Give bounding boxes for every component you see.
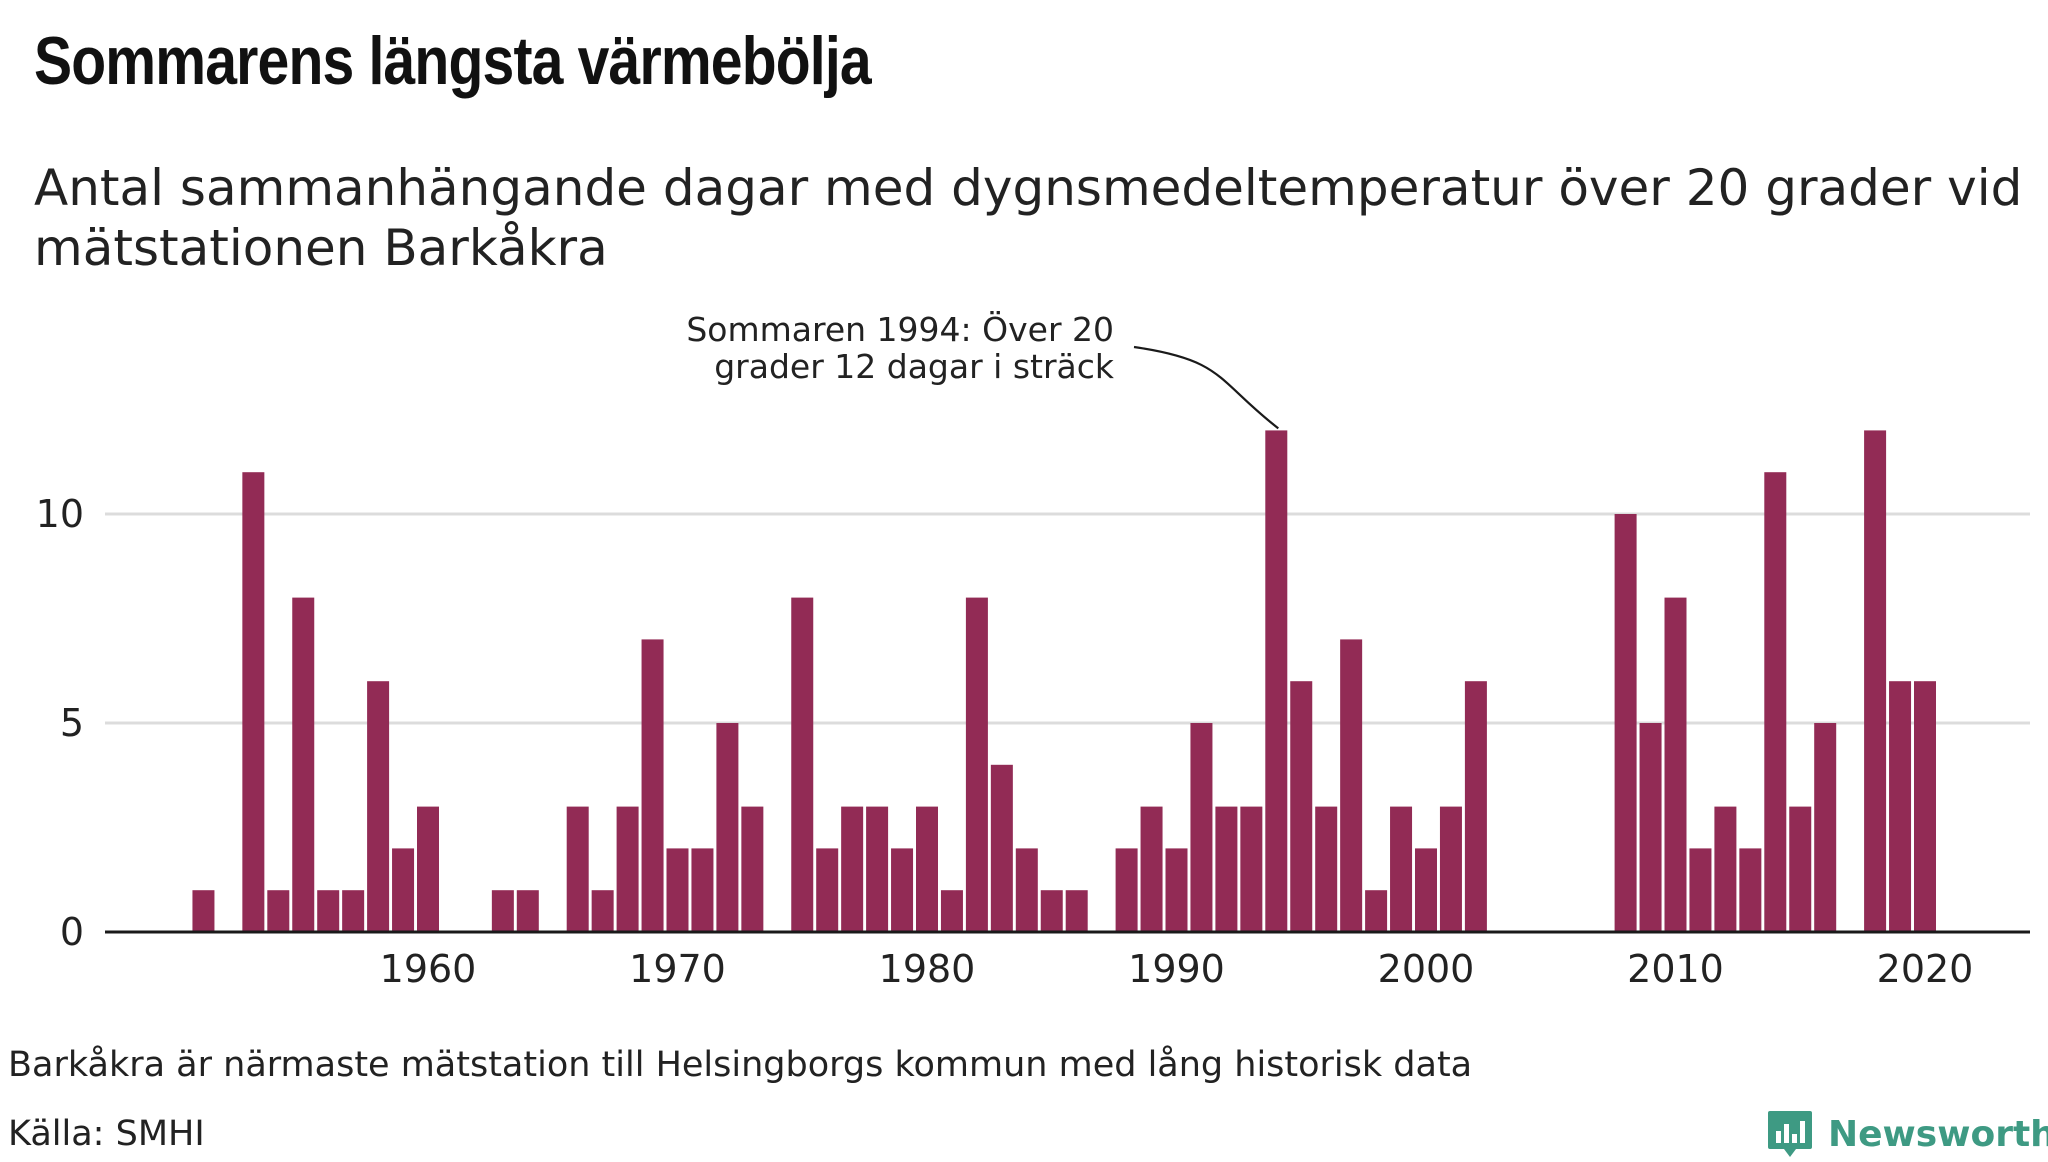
bar <box>1764 472 1787 932</box>
bar <box>516 890 539 932</box>
chart-title: Sommarens längsta värmebölja <box>34 23 872 99</box>
bar <box>1265 430 1288 932</box>
bar <box>916 806 938 932</box>
bars <box>192 430 1936 932</box>
bar <box>566 806 589 932</box>
bar <box>1065 890 1088 932</box>
bar <box>192 890 215 932</box>
bar <box>1439 806 1462 932</box>
bar <box>641 639 664 932</box>
bar <box>392 848 415 932</box>
bar <box>1140 806 1163 932</box>
bar <box>1165 848 1188 932</box>
footnote: Barkåkra är närmaste mätstation till Hel… <box>8 1045 1473 1085</box>
bar <box>267 890 290 932</box>
chart-subtitle: Antal sammanhängande dagar med dygnsmede… <box>34 159 2023 277</box>
bar <box>292 597 315 932</box>
bar <box>1639 723 1662 932</box>
bar <box>666 848 689 932</box>
bar <box>242 472 265 932</box>
bar <box>1190 723 1213 932</box>
bar <box>1215 806 1238 932</box>
bar <box>1864 430 1887 932</box>
bar <box>1664 597 1687 932</box>
bar <box>1689 848 1712 932</box>
bar <box>866 806 889 932</box>
bar <box>1040 890 1063 932</box>
bar <box>691 848 714 932</box>
bar <box>317 890 340 932</box>
bar <box>1789 806 1812 932</box>
bar <box>417 806 439 932</box>
y-tick-label: 5 <box>60 701 84 745</box>
bar <box>491 890 514 932</box>
bar <box>1464 681 1487 932</box>
bar <box>816 848 839 932</box>
gridlines <box>105 512 2030 725</box>
x-tick-label: 2020 <box>1877 947 1974 991</box>
x-tick-label: 1990 <box>1128 947 1225 991</box>
y-tick-label: 10 <box>36 492 84 536</box>
bar <box>1365 890 1388 932</box>
x-tick-label: 2010 <box>1627 947 1724 991</box>
bar <box>791 597 814 932</box>
bar <box>741 806 764 932</box>
bar <box>1015 848 1038 932</box>
bar <box>990 764 1013 932</box>
bar <box>1814 723 1837 932</box>
bar <box>1739 848 1762 932</box>
bar <box>1614 514 1637 932</box>
bar <box>1290 681 1313 932</box>
bar <box>591 890 614 932</box>
y-tick-label: 0 <box>60 910 84 954</box>
bar <box>616 806 639 932</box>
bar <box>1115 848 1138 932</box>
bar <box>1340 639 1363 932</box>
bar <box>367 681 390 932</box>
annotation-text: Sommaren 1994: Över 20 <box>686 309 1114 349</box>
x-tick-label: 1980 <box>879 947 976 991</box>
bar <box>1914 681 1936 932</box>
annotation-connector <box>1133 345 1279 430</box>
bar <box>1390 806 1413 932</box>
bar <box>940 890 963 932</box>
x-tick-label: 1960 <box>380 947 477 991</box>
x-tick-label: 1970 <box>629 947 726 991</box>
brand-logo[interactable]: Newsworthy <box>1766 1106 2048 1162</box>
bar <box>716 723 739 932</box>
bar <box>891 848 914 932</box>
axes: 0 5 10 1960 1970 1980 1990 2000 2010 2020 <box>36 492 2030 991</box>
bar <box>1714 806 1737 932</box>
bar <box>1889 681 1912 932</box>
bar <box>965 597 988 932</box>
annotation-text: grader 12 dagar i sträck <box>714 347 1115 386</box>
brand-name: Newsworthy <box>1828 1113 2048 1155</box>
x-tick-label: 2000 <box>1378 947 1475 991</box>
source-note: Källa: SMHI <box>8 1114 205 1154</box>
bar <box>1315 806 1338 932</box>
bar <box>1415 848 1437 932</box>
bar <box>841 806 864 932</box>
bar <box>1240 806 1263 932</box>
newsworthy-logo-icon <box>1768 1111 1812 1157</box>
bar <box>342 890 365 932</box>
